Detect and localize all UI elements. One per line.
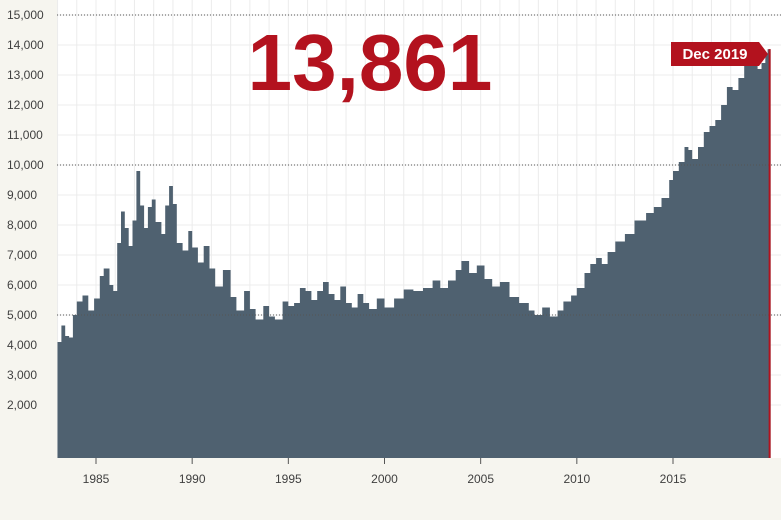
y-tick-label: 15,000 xyxy=(7,8,44,22)
y-tick-label: 8,000 xyxy=(7,218,37,232)
y-tick-label: 13,000 xyxy=(7,68,44,82)
y-tick-label: 10,000 xyxy=(7,158,44,172)
x-tick-label: 2015 xyxy=(660,472,687,486)
y-tick-label: 5,000 xyxy=(7,308,37,322)
y-tick-label: 14,000 xyxy=(7,38,44,52)
y-tick-label: 4,000 xyxy=(7,338,37,352)
y-tick-label: 2,000 xyxy=(7,398,37,412)
y-axis-tick-labels: 2,000 3,000 4,000 5,000 6,000 7,000 8,000 9,000… xyxy=(7,8,44,412)
x-tick-label: 1990 xyxy=(179,472,206,486)
y-tick-label: 6,000 xyxy=(7,278,37,292)
x-tick-label: 2005 xyxy=(467,472,494,486)
x-axis-tick-labels: 1985 1990 1995 2000 2005 2010 2015 xyxy=(83,458,687,486)
y-tick-label: 3,000 xyxy=(7,368,37,382)
x-tick-label: 1995 xyxy=(275,472,302,486)
x-tick-label: 1985 xyxy=(83,472,110,486)
x-tick-label: 2000 xyxy=(371,472,398,486)
y-tick-label: 7,000 xyxy=(7,248,37,262)
y-tick-label: 11,000 xyxy=(7,128,43,142)
y-tick-label: 9,000 xyxy=(7,188,37,202)
x-tick-label: 2010 xyxy=(563,472,590,486)
headline-value: 13,861 xyxy=(248,18,493,107)
end-label-text: Dec 2019 xyxy=(682,46,747,63)
y-tick-label: 12,000 xyxy=(7,98,44,112)
